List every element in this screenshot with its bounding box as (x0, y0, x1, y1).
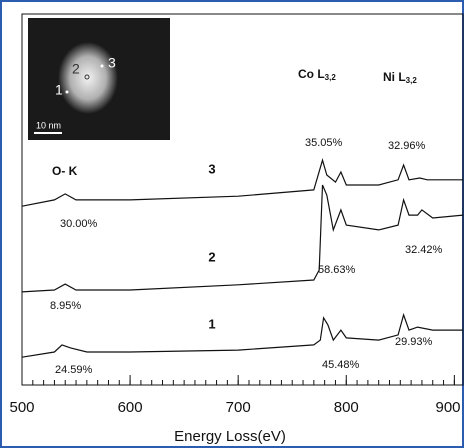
scale-bar-label: 10 nm (36, 120, 61, 130)
percentage-annotation: 29.93% (395, 336, 433, 348)
spectrum-line (21, 158, 463, 207)
series-label: 1 (208, 316, 215, 331)
particle (58, 42, 118, 114)
percentage-annotation: 30.00% (60, 218, 98, 230)
edge-label: Co L3,2 (298, 67, 336, 82)
edge-label-sub: 3,2 (406, 76, 418, 85)
inset-point (100, 64, 104, 68)
inset-point-label: 2 (72, 61, 80, 77)
x-tick-label: 900 (435, 399, 460, 416)
edge-label: O- K (52, 164, 78, 178)
percentage-annotation: 24.59% (55, 364, 93, 376)
inset-point-label: 1 (55, 82, 63, 98)
percentage-annotation: 35.05% (305, 137, 343, 149)
percentage-annotation: 32.42% (405, 244, 443, 256)
spectrum-line (21, 312, 463, 358)
inset-point (84, 74, 90, 80)
x-tick-label: 500 (9, 399, 34, 416)
series-label: 3 (208, 161, 215, 176)
x-tick-label: 700 (226, 399, 251, 416)
edge-label-text: O- K (52, 164, 78, 178)
edge-label-text: Co L (298, 67, 325, 81)
x-axis-label: Energy Loss(eV) (174, 428, 286, 445)
series-label: 2 (208, 249, 215, 264)
inset-point-label: 3 (108, 55, 116, 71)
x-tick-label: 600 (118, 399, 143, 416)
inset-point (65, 90, 69, 94)
edge-label-text: Ni L (383, 70, 406, 84)
percentage-annotation: 45.48% (322, 359, 360, 371)
inset: 10 nm 1 2 3 (28, 18, 170, 140)
spectrum-line (21, 184, 464, 293)
edge-label: Ni L3,2 (383, 70, 417, 85)
plot-frame (21, 13, 464, 386)
edge-label-sub: 3,2 (325, 73, 337, 82)
x-tick-label: 800 (334, 399, 359, 416)
percentage-annotation: 8.95% (50, 300, 81, 312)
percentage-annotation: 58.63% (318, 264, 356, 276)
percentage-annotation: 32.96% (388, 140, 426, 152)
